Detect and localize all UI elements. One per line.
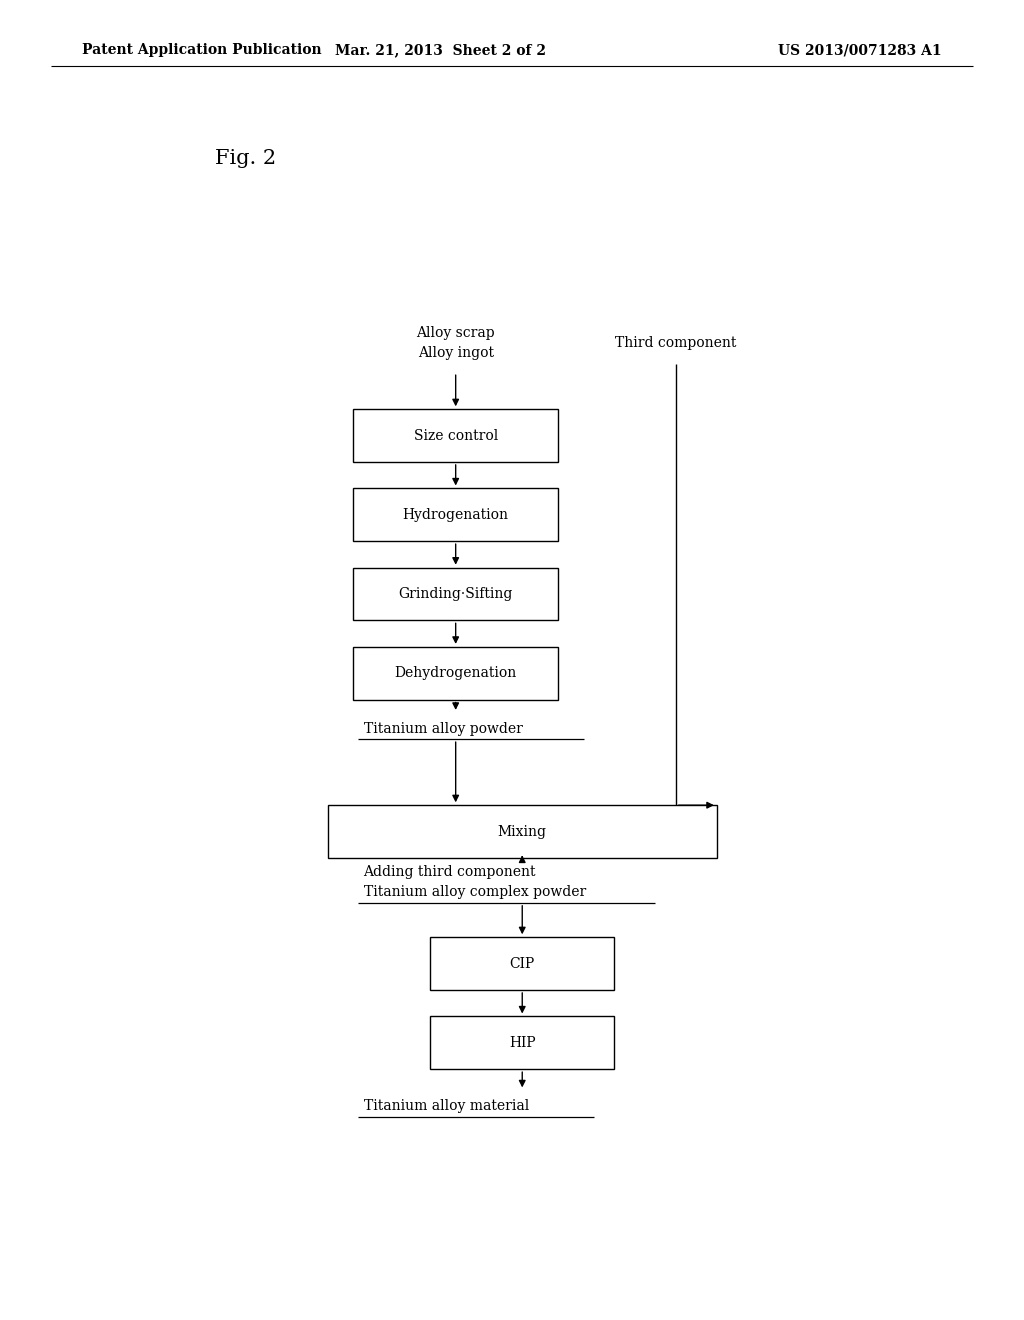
Text: CIP: CIP xyxy=(510,957,535,970)
Text: Titanium alloy powder: Titanium alloy powder xyxy=(364,722,522,735)
Bar xyxy=(430,1016,614,1069)
Text: Adding third component
Titanium alloy complex powder: Adding third component Titanium alloy co… xyxy=(364,865,586,899)
Text: US 2013/0071283 A1: US 2013/0071283 A1 xyxy=(778,44,942,57)
Text: Titanium alloy material: Titanium alloy material xyxy=(364,1100,528,1113)
Bar xyxy=(353,568,558,620)
Bar xyxy=(353,488,558,541)
Bar xyxy=(353,647,558,700)
Text: Patent Application Publication: Patent Application Publication xyxy=(82,44,322,57)
Text: Mixing: Mixing xyxy=(498,825,547,838)
Bar xyxy=(328,805,717,858)
Text: Alloy scrap
Alloy ingot: Alloy scrap Alloy ingot xyxy=(417,326,495,360)
Bar xyxy=(430,937,614,990)
Text: HIP: HIP xyxy=(509,1036,536,1049)
Text: Size control: Size control xyxy=(414,429,498,442)
Bar xyxy=(353,409,558,462)
Text: Hydrogenation: Hydrogenation xyxy=(402,508,509,521)
Text: Mar. 21, 2013  Sheet 2 of 2: Mar. 21, 2013 Sheet 2 of 2 xyxy=(335,44,546,57)
Text: Third component: Third component xyxy=(615,337,736,350)
Text: Fig. 2: Fig. 2 xyxy=(215,149,276,168)
Text: Dehydrogenation: Dehydrogenation xyxy=(394,667,517,680)
Text: Grinding·Sifting: Grinding·Sifting xyxy=(398,587,513,601)
